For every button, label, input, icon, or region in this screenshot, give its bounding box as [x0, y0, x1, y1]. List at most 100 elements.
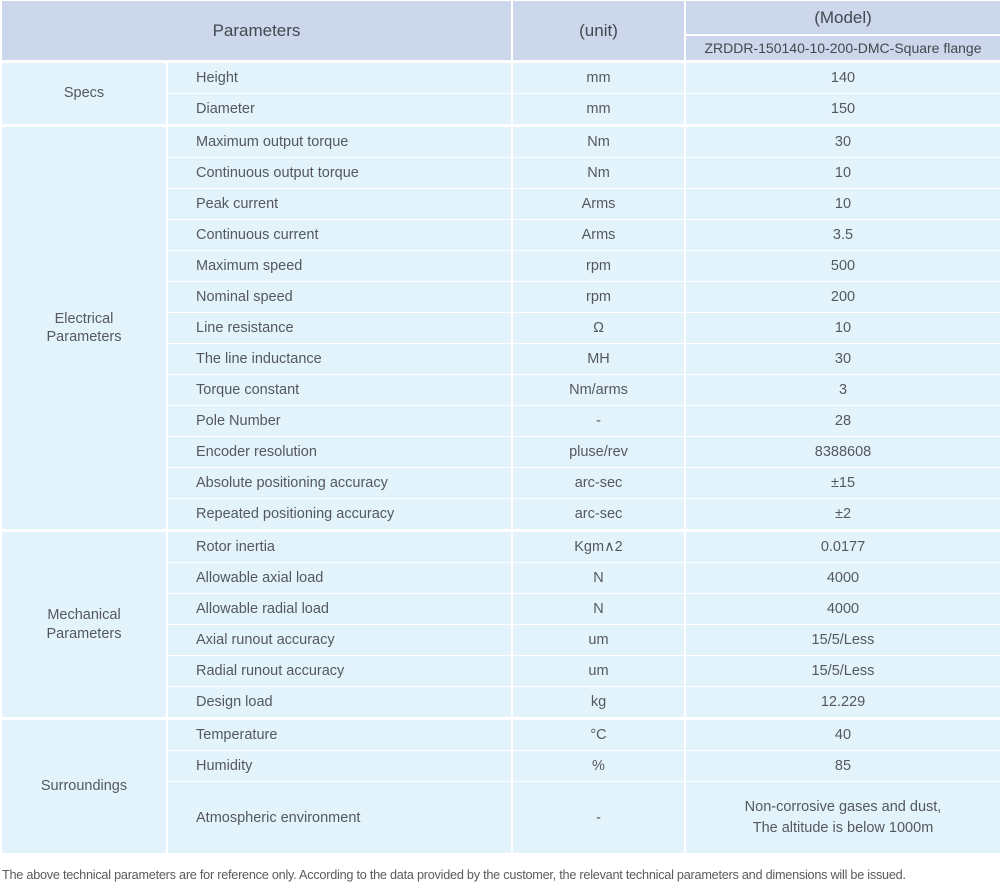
parameter-value: 8388608	[684, 436, 1000, 468]
parameter-value: 3.5	[684, 219, 1000, 251]
parameter-value: 10	[684, 188, 1000, 220]
table-row: Axial runout accuracy um 15/5/Less	[1, 624, 1000, 656]
parameter-name: Continuous output torque	[166, 157, 513, 189]
parameter-value: 12.229	[684, 686, 1000, 719]
parameter-name: Axial runout accuracy	[166, 624, 513, 656]
parameter-unit: arc-sec	[511, 498, 686, 531]
parameter-name: Design load	[166, 686, 513, 719]
parameter-unit: Arms	[511, 219, 686, 251]
parameter-name: Nominal speed	[166, 281, 513, 313]
model-column-header: (Model)	[684, 0, 1000, 36]
table-row: Maximum speed rpm 500	[1, 250, 1000, 282]
parameter-unit: Ω	[511, 312, 686, 344]
parameter-unit: Nm	[511, 124, 686, 158]
table-row: Repeated positioning accuracy arc-sec ±2	[1, 498, 1000, 531]
parameter-unit: Kgm∧2	[511, 529, 686, 563]
parameter-name: Line resistance	[166, 312, 513, 344]
parameter-unit: %	[511, 750, 686, 782]
parameter-value: 15/5/Less	[684, 655, 1000, 687]
parameter-unit: mm	[511, 93, 686, 126]
table-row: Continuous output torque Nm 10	[1, 157, 1000, 189]
parameter-value: 140	[684, 60, 1000, 94]
parameter-value: 4000	[684, 562, 1000, 594]
table-row: Torque constant Nm/arms 3	[1, 374, 1000, 406]
table-row: Peak current Arms 10	[1, 188, 1000, 220]
parameter-unit: -	[511, 405, 686, 437]
table-row: Absolute positioning accuracy arc-sec ±15	[1, 467, 1000, 499]
parameter-unit: Nm	[511, 157, 686, 189]
parameter-value: 150	[684, 93, 1000, 126]
section-label: Mechanical Parameters	[0, 529, 168, 719]
parameter-name: Continuous current	[166, 219, 513, 251]
parameter-unit: arc-sec	[511, 467, 686, 499]
table-row: Humidity% 85	[1, 750, 1000, 782]
table-row: Allowable radial load N 4000	[1, 593, 1000, 625]
table-row: Line resistance Ω 10	[1, 312, 1000, 344]
table-row: Specs Height mm 140	[0, 60, 1000, 126]
table-header: Parameters (unit) (Model) ZRDDR-150140-1…	[0, 0, 1000, 63]
parameter-name: Diameter	[166, 93, 513, 126]
table-row: Electrical Parameters Maximum output torq…	[0, 124, 1000, 531]
parameters-column-header: Parameters	[0, 0, 513, 63]
parameter-name: Maximum output torque	[166, 124, 513, 158]
section-label: Specs	[0, 60, 168, 126]
parameter-value: Non-corrosive gases and dust, The altitu…	[684, 781, 1000, 854]
table-row: Mechanical Parameters Rotor inertia Kgm∧2 0…	[0, 529, 1000, 719]
parameter-name: Atmospheric environment	[166, 781, 513, 854]
parameter-value: 4000	[684, 593, 1000, 625]
section-label: Electrical Parameters	[0, 124, 168, 531]
parameter-name: Repeated positioning accuracy	[166, 498, 513, 531]
parameter-name: Allowable radial load	[166, 593, 513, 625]
parameter-name: Rotor inertia	[166, 529, 513, 563]
table-row: Design load kg 12.229	[1, 686, 1000, 719]
parameter-unit: um	[511, 624, 686, 656]
parameter-value: 40	[684, 717, 1000, 751]
parameter-name: Allowable axial load	[166, 562, 513, 594]
parameter-name: Temperature	[166, 717, 513, 751]
parameter-unit: Nm/arms	[511, 374, 686, 406]
parameter-value: ±15	[684, 467, 1000, 499]
parameter-value: 10	[684, 312, 1000, 344]
parameter-name: Encoder resolution	[166, 436, 513, 468]
parameter-value: 10	[684, 157, 1000, 189]
table-row: Radial runout accuracy um 15/5/Less	[1, 655, 1000, 687]
parameter-unit: kg	[511, 686, 686, 719]
parameter-unit: N	[511, 593, 686, 625]
parameter-value: 30	[684, 343, 1000, 375]
unit-column-header: (unit)	[511, 0, 686, 63]
parameter-unit: um	[511, 655, 686, 687]
parameter-value: ±2	[684, 498, 1000, 531]
parameter-unit: mm	[511, 60, 686, 94]
parameter-name: The line inductance	[166, 343, 513, 375]
parameter-value: 3	[684, 374, 1000, 406]
parameter-name: Radial runout accuracy	[166, 655, 513, 687]
table-row: The line inductance MH 30	[1, 343, 1000, 375]
parameter-name: Torque constant	[166, 374, 513, 406]
parameter-value: 85	[684, 750, 1000, 782]
parameter-name: Absolute positioning accuracy	[166, 467, 513, 499]
table-row: Nominal speed rpm 200	[1, 281, 1000, 313]
spec-table: Parameters (unit) (Model) ZRDDR-150140-1…	[0, 0, 1000, 854]
footnote: The above technical parameters are for r…	[2, 868, 906, 882]
parameter-value: 30	[684, 124, 1000, 158]
parameter-unit: °C	[511, 717, 686, 751]
model-name: ZRDDR-150140-10-200-DMC-Square flange	[684, 34, 1000, 63]
parameter-unit: Arms	[511, 188, 686, 220]
parameter-name: Height	[166, 60, 513, 94]
table-row: Surroundings Temperature °C 40	[0, 717, 1000, 854]
parameter-name: Pole Number	[166, 405, 513, 437]
parameter-value: 200	[684, 281, 1000, 313]
table-row: Diameter mm 150	[1, 93, 1000, 126]
parameter-unit: -	[511, 781, 686, 854]
table-row: Allowable axial load N 4000	[1, 562, 1000, 594]
parameter-value: 15/5/Less	[684, 624, 1000, 656]
parameter-name: Peak current	[166, 188, 513, 220]
parameter-unit: N	[511, 562, 686, 594]
table-row: Continuous current Arms 3.5	[1, 219, 1000, 251]
parameter-value: 28	[684, 405, 1000, 437]
parameter-unit: pluse/rev	[511, 436, 686, 468]
table-row: Atmospheric environment - Non-corrosive ga…	[1, 781, 1000, 854]
parameter-value: 0.0177	[684, 529, 1000, 563]
table-body: Specs Height mm 140 Diameter mm 150 Electrical …	[0, 60, 1000, 854]
